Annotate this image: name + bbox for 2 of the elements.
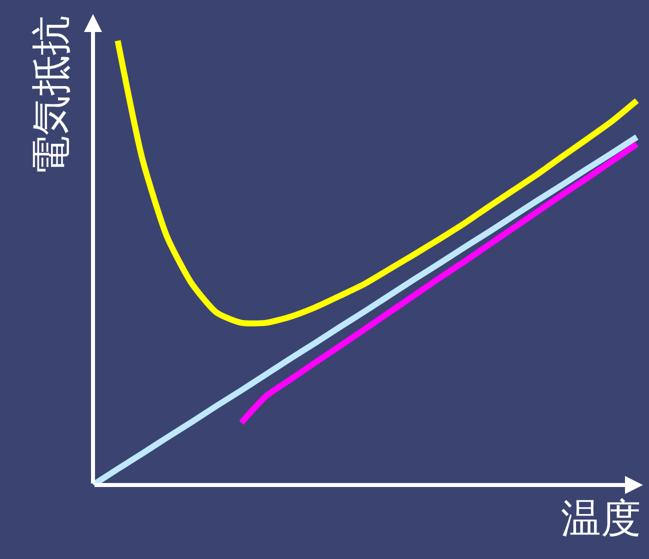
x-axis-title: 温度: [561, 496, 641, 542]
y-axis-title: 電気抵抗: [28, 16, 74, 176]
